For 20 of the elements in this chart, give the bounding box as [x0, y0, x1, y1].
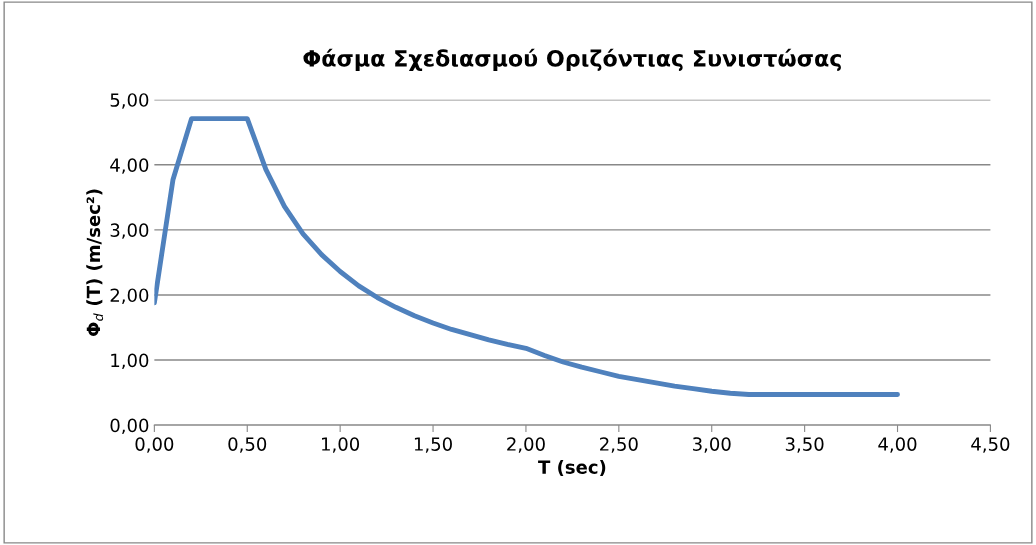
x-tick-label: 2,50: [600, 437, 638, 453]
y-tick-label: 3,00: [110, 223, 149, 239]
line-series: [154, 116, 900, 397]
x-axis-title: T (sec): [538, 459, 606, 477]
y-tick-label: 1,00: [111, 353, 149, 369]
y-tick-label: 4,00: [110, 158, 149, 174]
x-tick-label: 1,50: [414, 437, 452, 453]
y-axis-title: Φ$_{d}$ (T) (m/sec²): [86, 189, 104, 336]
y-tick-label: 2,00: [110, 288, 149, 304]
y-tick-label: 0,00: [110, 418, 149, 435]
x-tick-label: 4,00: [878, 437, 917, 453]
x-tick-label: 0,50: [228, 437, 267, 453]
chart-title: Φάσμα Σχεδιασμού Οριζόντιας Συνιστώσας: [303, 48, 841, 72]
x-tick-label: 4,50: [971, 437, 1010, 453]
x-tick-label: 3,00: [693, 437, 731, 453]
x-tick-label: 1,00: [322, 437, 360, 453]
y-tick-label: 5,00: [110, 93, 149, 109]
x-tick-label: 3,50: [785, 437, 824, 453]
x-tick-label: 0,00: [135, 437, 174, 453]
x-tick-label: 2,00: [507, 437, 545, 453]
